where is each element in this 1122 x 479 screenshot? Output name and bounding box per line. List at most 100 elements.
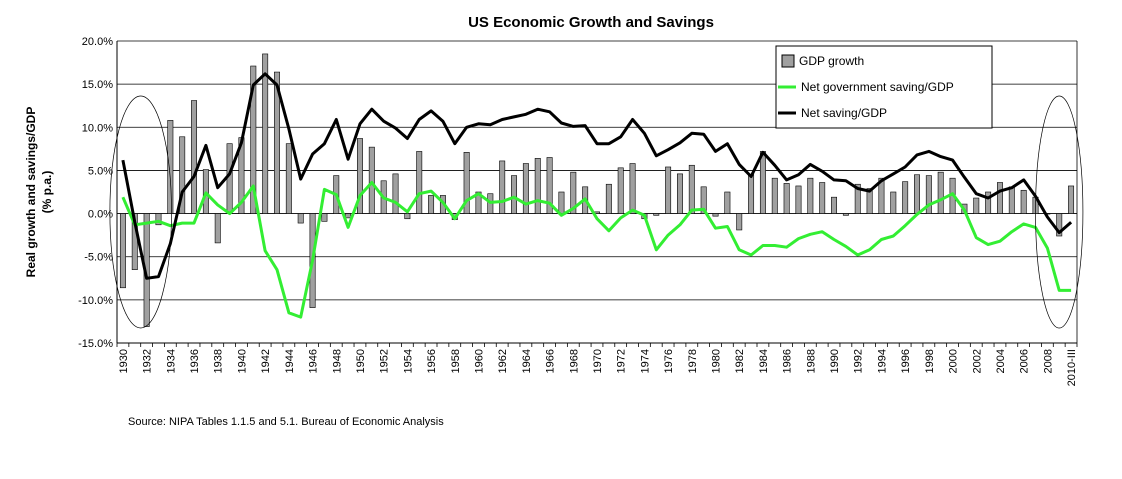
y-tick-label: 20.0% (82, 36, 113, 48)
bar-gdp-1960 (475, 191, 482, 214)
y-tick-label: 0.0% (88, 209, 113, 221)
bar-gdp-2005 (1008, 186, 1015, 214)
bar-gdp-1984 (759, 151, 766, 214)
bar-gdp-1980 (712, 213, 719, 217)
x-tick-labels: 1930 1932 1934 1936 1938 1940 1942 1944 1946 1948… (118, 349, 1078, 386)
bar-gdp-1971 (605, 183, 612, 214)
y-tick-label: -10.0% (78, 295, 113, 307)
bar-gdp-1955 (416, 151, 423, 214)
bar-gdp-1934 (167, 120, 174, 214)
bar-gdp-1976 (665, 166, 672, 214)
bar-gdp-1935 (179, 136, 186, 214)
x-tick-label: 2006 (1019, 349, 1031, 373)
x-tick-label: 1970 (592, 349, 604, 373)
y-tick-label: 5.0% (88, 165, 113, 177)
x-tick-label: 1932 (142, 349, 154, 373)
bar-gdp-1975 (653, 213, 660, 216)
bar-gdp-1966 (546, 157, 553, 214)
y-axis-label-line1: Real growth and savings/GDP (24, 107, 38, 278)
bar-gdp-1962 (499, 160, 506, 214)
bar-gdp-1987 (795, 185, 802, 214)
x-tick-label: 1930 (118, 349, 130, 373)
bar-gdp-1965 (534, 158, 541, 214)
x-tick-label: 1982 (734, 349, 746, 373)
x-tick-label: 1938 (213, 349, 225, 373)
bar-gdp-1945 (297, 213, 304, 224)
y-tick-label: -5.0% (84, 252, 113, 264)
x-tick-label: 1994 (876, 349, 888, 373)
x-tick-label: 1992 (853, 349, 865, 373)
legend-box (775, 45, 993, 129)
x-tick-label: 1934 (165, 349, 177, 373)
chart-title: US Economic Growth and Savings (468, 14, 714, 31)
bar-gdp-1983 (748, 174, 755, 214)
x-tick-label: 1990 (829, 349, 841, 373)
bar-gdp-1941 (250, 65, 257, 214)
bar-gdp-1930 (119, 213, 126, 289)
bar-gdp-1993 (866, 188, 873, 214)
ellipse-2008-2010 (1035, 95, 1084, 329)
bar-gdp-1995 (890, 191, 897, 214)
x-tick-label: 1998 (924, 349, 936, 373)
bar-gdp-1985 (771, 177, 778, 214)
bar-gdp-1998 (925, 175, 932, 214)
bar-gdp-1939 (226, 143, 233, 214)
x-tick-label: 1988 (805, 349, 817, 373)
bar-gdp-1933 (155, 213, 162, 226)
bar-gdp-1990 (831, 196, 838, 214)
x-tick-label: 1984 (758, 349, 770, 373)
x-tick-label: 1952 (379, 349, 391, 373)
bar-gdp-2006 (1020, 189, 1027, 214)
bar-gdp-1979 (700, 186, 707, 214)
x-tick-label: 1980 (711, 349, 723, 373)
x-tick-label: 1942 (260, 349, 272, 373)
bar-gdp-2009 (1056, 213, 1063, 237)
legend-swatch-gdp-growth (781, 54, 795, 68)
y-tick-labels: 20.0% 15.0% 10.0% 5.0% 0.0% -5.0% -10.0% -15.0% (78, 36, 113, 350)
bar-gdp-1950 (356, 138, 363, 214)
bar-gdp-1953 (392, 173, 399, 214)
bar-gdp-1964 (522, 163, 529, 214)
y-tick-label: 10.0% (82, 122, 113, 134)
bar-gdp-1954 (404, 213, 411, 220)
x-tick-label: 1954 (402, 349, 414, 373)
bar-gdp-2010-III (1068, 185, 1075, 214)
x-tick-label: 2004 (995, 349, 1007, 373)
bar-gdp-1959 (463, 152, 470, 214)
y-axis-title: Real growth and savings/GDP (% p.a.) (24, 107, 54, 278)
x-tick-label: 1978 (687, 349, 699, 373)
x-tick-label: 1936 (189, 349, 201, 373)
bar-gdp-1997 (914, 174, 920, 214)
bar-gdp-1982 (736, 213, 743, 231)
bar-gdp-1968 (570, 171, 577, 214)
source-note: Source: NIPA Tables 1.1.5 and 5.1. Burea… (128, 416, 444, 428)
bar-gdp-2004 (996, 182, 1003, 214)
x-tick-label: 1958 (450, 349, 462, 373)
bar-gdp-1942 (262, 53, 269, 214)
x-tick-label: 1946 (308, 349, 320, 373)
bar-gdp-1949 (345, 213, 352, 219)
line-net-government-saving (121, 181, 1072, 319)
y-tick-label: 15.0% (82, 79, 113, 91)
bar-gdp-1947 (321, 213, 328, 222)
x-tick-label: 1944 (284, 349, 296, 373)
x-tick-label: 1960 (474, 349, 486, 373)
bar-gdp-1996 (902, 181, 909, 214)
x-tick-label: 2010-III (1066, 349, 1078, 386)
x-tick-label: 1968 (568, 349, 580, 373)
bar-gdp-1989 (819, 182, 826, 214)
bar-gdp-1972 (617, 167, 624, 214)
x-tick-label: 2008 (1042, 349, 1054, 373)
legend: GDP growth Net government saving/GDP Net… (775, 45, 993, 129)
bar-gdp-1936 (191, 100, 198, 214)
x-tick-label: 1964 (521, 349, 533, 373)
y-tick-label: -15.0% (78, 338, 113, 350)
line-net-saving (121, 72, 1073, 280)
legend-label-net-saving: Net saving/GDP (801, 106, 887, 120)
y-axis-label-line2: (% p.a.) (40, 171, 54, 214)
x-tick-label: 1962 (497, 349, 509, 373)
bar-gdp-1992 (854, 183, 861, 214)
bar-gdp-1973 (629, 163, 636, 214)
